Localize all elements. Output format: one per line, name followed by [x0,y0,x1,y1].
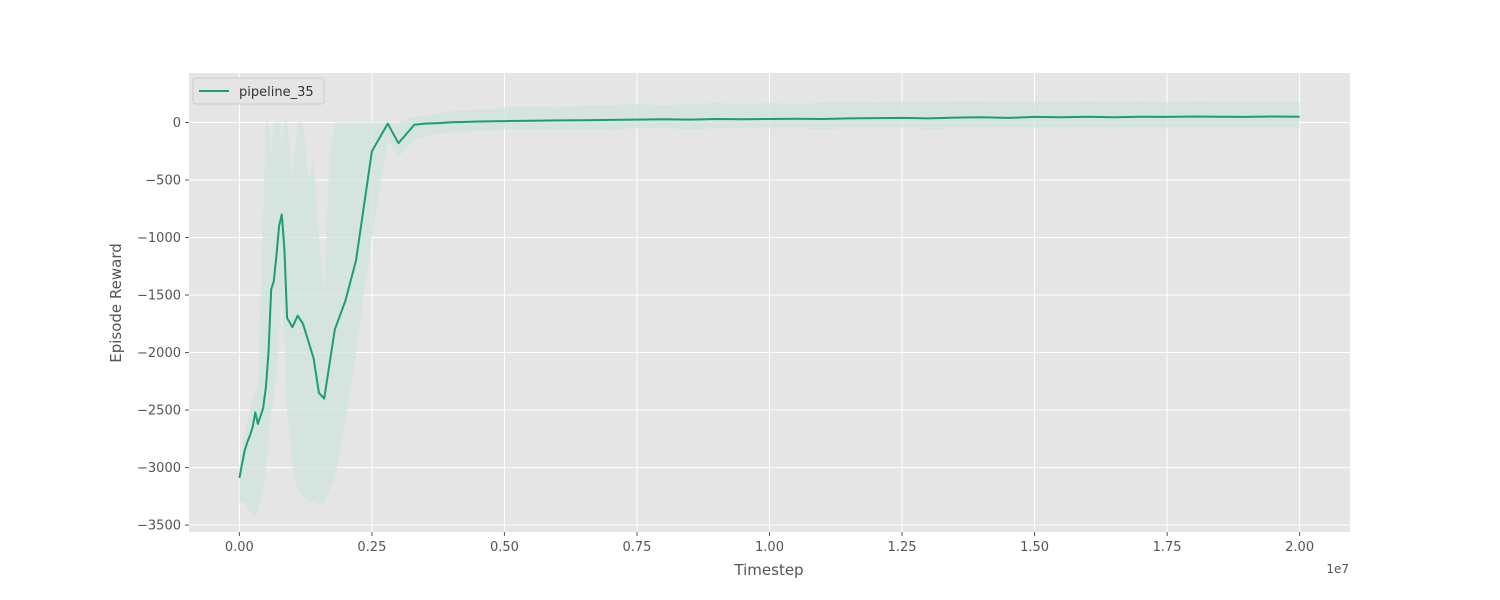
y-ticks: −3500 −3000 −2500 −2000 −1500 −1000 −500 0 [137,116,189,534]
x-tick-label: 0.00 [225,540,254,555]
legend: pipeline_35 [192,77,325,105]
x-tick-label: 1.00 [755,540,784,555]
x-tick-label: 0.50 [490,540,519,555]
x-offset-label: 1e7 [1326,562,1349,576]
x-tick-label: 1.50 [1020,540,1049,555]
x-tick-label: 1.75 [1153,540,1182,555]
series-band [239,101,1300,516]
y-tick-label: −1000 [137,231,181,246]
x-tick-label: 0.75 [622,540,651,555]
y-tick-label: −3500 [137,519,181,534]
series-lines [238,115,1300,479]
x-tick-label: 1.25 [888,540,917,555]
x-tick-label: 0.25 [357,540,386,555]
grid [189,73,1350,532]
y-tick-label: −500 [145,173,181,188]
y-axis-label: Episode Reward [107,243,125,363]
x-tick-label: 2.00 [1285,540,1314,555]
y-tick-label: 0 [173,116,181,131]
x-ticks: 0.00 0.25 0.50 0.75 1.00 1.25 1.50 1.75 2.00 [225,532,1314,555]
x-axis-label: Timestep [733,561,803,579]
legend-box [192,77,325,105]
y-tick-label: −2000 [137,346,181,361]
legend-label: pipeline_35 [239,85,314,100]
y-tick-label: −2500 [137,404,181,419]
series-line [238,115,1300,479]
y-tick-label: −1500 [137,289,181,304]
y-tick-label: −3000 [137,461,181,476]
variance-band [239,101,1300,516]
